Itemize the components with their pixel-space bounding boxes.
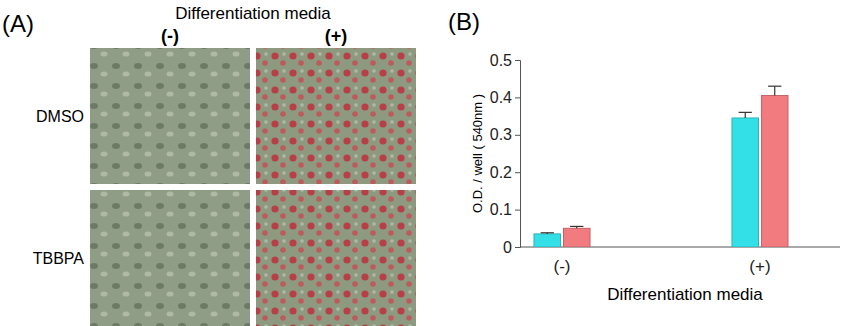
y-axis: 0 0.1 0.2 0.3 0.4 0.5	[490, 52, 521, 256]
y-tick-label: 0.4	[490, 89, 512, 106]
x-tick-label: (+)	[749, 257, 770, 276]
x-tick: (+)	[749, 247, 770, 276]
micrograph	[90, 190, 250, 326]
y-tick: 0.4	[490, 89, 520, 106]
error-bar-stem	[745, 112, 746, 118]
y-tick-label: 0.2	[490, 164, 512, 181]
bar	[732, 118, 759, 247]
x-axis-title: Differentiation media	[607, 285, 763, 304]
x-tick: (-)	[554, 247, 571, 276]
row-label: TBBPA	[33, 250, 85, 267]
y-tick-mark	[515, 210, 520, 211]
panel-label: (A)	[2, 10, 34, 37]
error-bar	[541, 233, 554, 234]
y-axis-title: O.D. / well ( 540nm )	[470, 94, 485, 213]
y-tick-mark	[515, 247, 520, 248]
error-bar-cap	[739, 112, 752, 113]
bar	[534, 234, 561, 247]
row-label: DMSO	[36, 108, 84, 125]
error-bar	[739, 112, 752, 118]
y-tick: 0.1	[490, 201, 520, 218]
y-tick-label: 0.3	[490, 126, 512, 143]
y-axis-line	[515, 61, 521, 248]
error-bar-cap	[541, 232, 554, 233]
error-bar	[570, 226, 583, 228]
y-tick-mark	[515, 97, 520, 98]
bar	[761, 96, 788, 247]
micrograph	[256, 190, 416, 326]
y-tick: 0.3	[490, 126, 520, 143]
error-bar-stem	[774, 86, 775, 95]
y-tick-label: 0	[503, 239, 512, 256]
x-tick-label: (-)	[554, 257, 571, 276]
panel-label: (B)	[448, 8, 480, 35]
y-tick: 0.2	[490, 164, 520, 181]
y-tick: 0.5	[490, 52, 520, 69]
y-tick-label: 0.5	[490, 52, 512, 69]
x-axis: (-) (+)	[520, 247, 840, 276]
column-label: (-)	[161, 26, 179, 46]
y-tick-mark	[515, 60, 520, 61]
micrograph	[90, 48, 250, 184]
column-title: Differentiation media	[175, 4, 331, 23]
error-bar-cap	[570, 226, 583, 227]
error-bar-cap	[768, 86, 781, 87]
micrograph	[256, 48, 416, 184]
error-bar	[768, 86, 781, 95]
y-tick-mark	[515, 172, 520, 173]
y-tick-mark	[515, 135, 520, 136]
y-tick-label: 0.1	[490, 201, 512, 218]
bar	[563, 228, 590, 247]
plot-marks	[534, 86, 788, 247]
column-label: (+)	[325, 26, 348, 46]
y-tick: 0	[503, 239, 520, 256]
